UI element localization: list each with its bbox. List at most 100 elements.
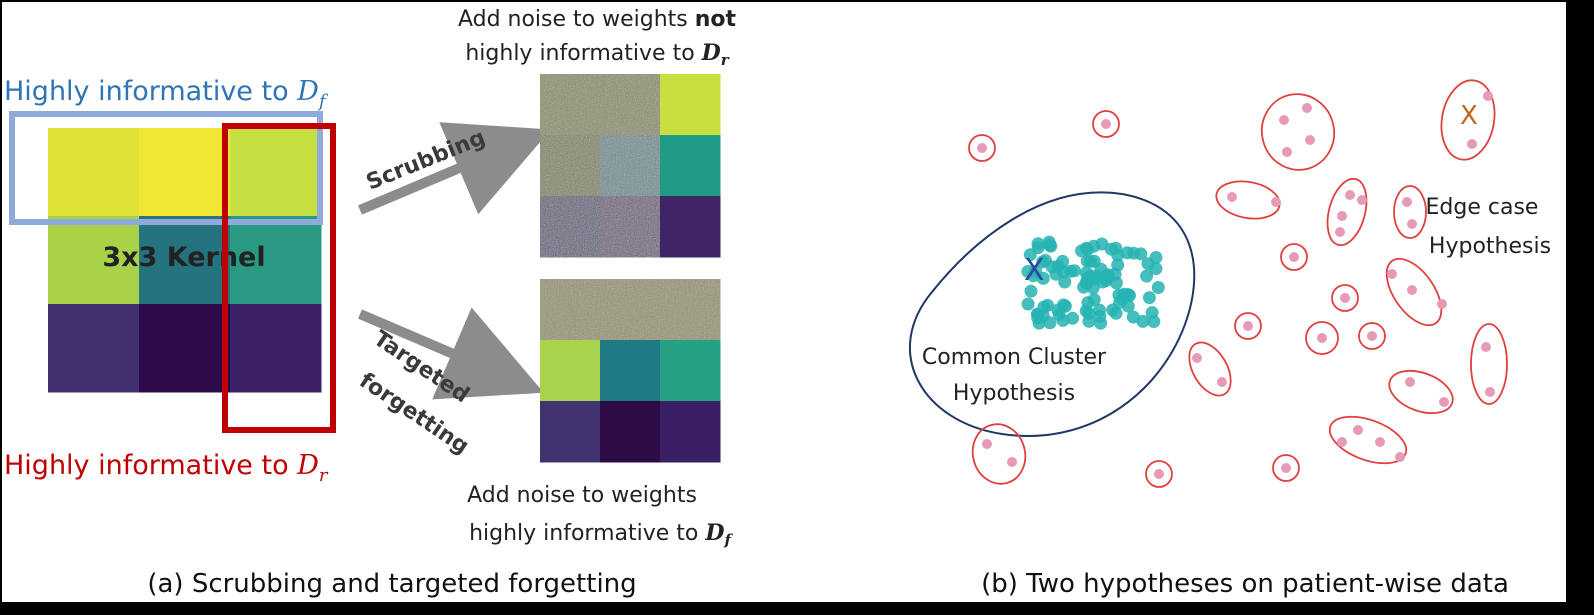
- blue-highlight-box: [9, 111, 323, 225]
- patient-point: [1101, 119, 1111, 129]
- teal-point: [1126, 310, 1140, 324]
- patient-point: [1192, 353, 1202, 363]
- teal-point: [1087, 293, 1101, 307]
- patient-point: [1375, 437, 1385, 447]
- patient-point: [1282, 147, 1292, 157]
- patient-cluster-outline: [1092, 110, 1120, 138]
- patient-point: [1337, 437, 1347, 447]
- scrubbed-cell-2-1: [600, 196, 661, 258]
- patient-cluster-outline: [1385, 257, 1443, 327]
- kernel-cell-2-1: [139, 304, 231, 393]
- teal-point: [1151, 281, 1165, 294]
- teal-point: [1108, 267, 1122, 281]
- patient-point: [1243, 321, 1253, 331]
- red-label: Highly informative to Dr: [4, 450, 329, 486]
- teal-point: [1127, 246, 1141, 260]
- patient-cluster-outline: [968, 134, 996, 162]
- targeted-cell-0-2: [660, 279, 721, 341]
- targeted-cell-2-2: [660, 401, 721, 463]
- scrubbed-cell-0-2: [660, 74, 721, 136]
- patient-cluster-outline: [1331, 284, 1359, 312]
- teal-point: [1051, 303, 1065, 317]
- bottom-caption-line2: highly informative to Df: [469, 520, 733, 549]
- kernel-cell-1-1: [139, 216, 231, 305]
- teal-point: [1084, 254, 1097, 268]
- teal-point: [1082, 314, 1096, 328]
- scrubbed-cell-1-0: [540, 135, 601, 197]
- teal-point: [1106, 303, 1120, 317]
- scrubbed-cell-0-1: [600, 74, 661, 136]
- panel-a: 3x3 Kernel Highly informative to Df High…: [4, 7, 737, 599]
- patient-point: [1367, 331, 1377, 341]
- teal-point: [1140, 269, 1154, 283]
- scrubbed-cell-0-0: [540, 74, 601, 136]
- kernel-cell-2-2: [230, 304, 322, 393]
- patient-point: [1317, 333, 1327, 343]
- teal-point: [1021, 297, 1035, 311]
- patient-cluster-outline: [1326, 177, 1368, 247]
- teal-point: [1045, 260, 1059, 274]
- kernel-label: 3x3 Kernel: [102, 242, 265, 273]
- teal-point: [1145, 306, 1159, 320]
- patient-point: [1217, 377, 1227, 387]
- patient-cluster-outline: [1272, 454, 1300, 482]
- targeted-arrow: [358, 307, 544, 400]
- teal-point: [1056, 265, 1070, 278]
- patient-point: [1305, 135, 1315, 145]
- patient-point: [1407, 285, 1417, 295]
- patient-point: [1279, 115, 1289, 125]
- scrubbing-arrow: [358, 122, 551, 215]
- patient-point: [1353, 425, 1363, 435]
- patient-point: [1439, 397, 1449, 407]
- teal-point: [1142, 291, 1156, 305]
- kernel-cell-0-2: [230, 128, 322, 217]
- teal-point: [1079, 241, 1093, 255]
- patient-point: [1271, 197, 1281, 207]
- scrubbed-cell-2-2: [660, 196, 721, 258]
- patient-cluster-outline: [1260, 93, 1336, 171]
- targeted-cell-1-2: [660, 340, 721, 402]
- targeted-cell-1-0: [540, 340, 601, 402]
- edge-x-mark: X: [1460, 101, 1478, 131]
- kernel-grid: [48, 128, 322, 393]
- teal-point: [1094, 316, 1108, 330]
- patient-cluster-outline: [1280, 243, 1308, 271]
- patient-cluster-outline: [1358, 322, 1386, 350]
- panel-b: X Common Cluster Hypothesis X Edge case …: [908, 79, 1551, 599]
- teal-point: [1141, 257, 1155, 271]
- teal-point: [1042, 235, 1056, 249]
- kernel-cell-0-0: [48, 128, 140, 217]
- edge-label-2: Hypothesis: [1429, 234, 1551, 259]
- patient-point: [1281, 463, 1291, 473]
- caption-b: (b) Two hypotheses on patient-wise data: [981, 569, 1509, 599]
- patient-point: [1405, 377, 1415, 387]
- teal-point: [1058, 275, 1072, 289]
- scrubbed-grid: [540, 74, 721, 258]
- patient-point: [1483, 91, 1493, 101]
- teal-point: [1088, 271, 1102, 285]
- patient-cluster-outline: [1328, 415, 1408, 465]
- caption-a: (a) Scrubbing and targeted forgetting: [147, 569, 636, 599]
- teal-point: [1031, 241, 1045, 255]
- common-cluster-points: [1021, 235, 1165, 330]
- patient-point: [1407, 219, 1417, 229]
- targeted-cell-0-0: [540, 279, 601, 341]
- patient-point: [1357, 195, 1367, 205]
- kernel-cell-0-1: [139, 128, 231, 217]
- patient-cluster-outline: [1388, 369, 1454, 415]
- targeted-cell-0-1: [600, 279, 661, 341]
- kernel-cell-2-0: [48, 304, 140, 393]
- blue-label: Highly informative to Df: [4, 76, 329, 112]
- teal-point: [1104, 242, 1118, 256]
- patient-point: [1289, 252, 1299, 262]
- patient-point: [1154, 469, 1164, 479]
- targeted-cell-2-0: [540, 401, 601, 463]
- figure: 3x3 Kernel Highly informative to Df High…: [2, 2, 1566, 602]
- patient-point: [1467, 139, 1477, 149]
- common-cluster-outline: [908, 191, 1196, 437]
- patient-clusters: [968, 79, 1508, 488]
- teal-point: [1121, 299, 1135, 313]
- common-label-2: Hypothesis: [953, 381, 1075, 406]
- scrubbed-cell-1-2: [660, 135, 721, 197]
- top-caption-line2: highly informative to Dr: [465, 40, 729, 69]
